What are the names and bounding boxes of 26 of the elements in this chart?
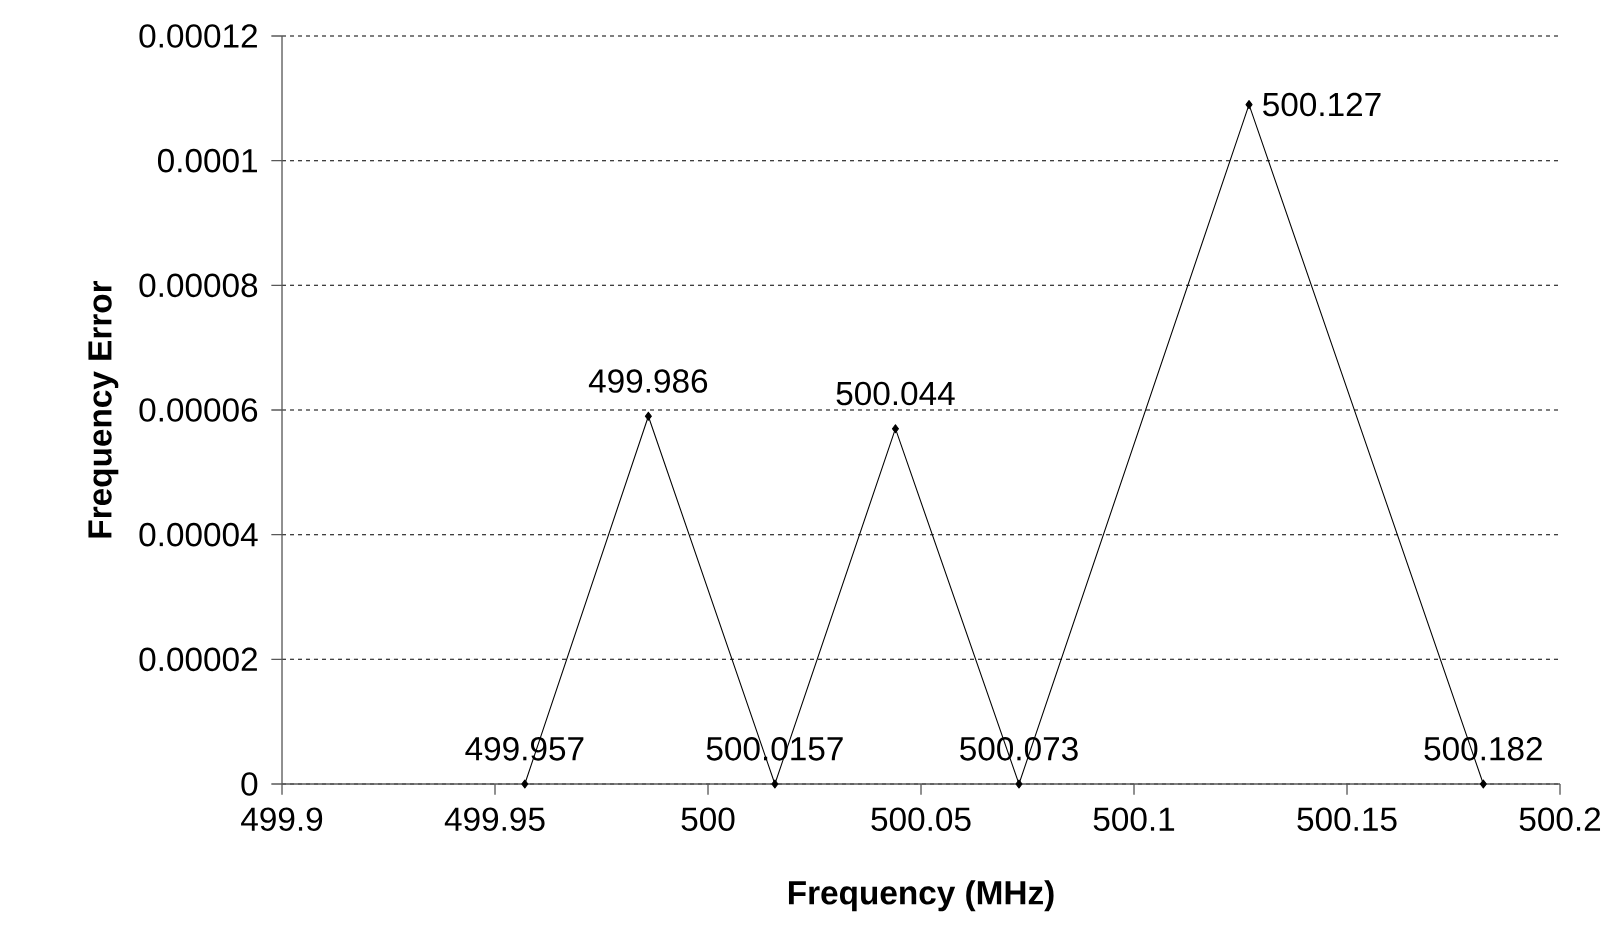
y-tick-label: 0: [241, 772, 258, 796]
y-tick-label: 0.00006: [139, 398, 258, 422]
y-tick-label: 0.00002: [139, 647, 257, 672]
y-tick-label: 0.00008: [139, 273, 258, 298]
annotation: 500.044: [836, 381, 955, 406]
x-tick-label: 500.2: [1519, 807, 1601, 831]
x-tick-label: 500: [681, 807, 735, 831]
annotation: 499.986: [588, 369, 708, 393]
y-tick-label: 0.00012: [139, 24, 257, 48]
point: [644, 411, 652, 421]
y-axis-title: Frequency Error: [88, 280, 119, 538]
point: [1015, 779, 1023, 789]
y-tick-label: 0.00004: [139, 522, 258, 547]
point: [1479, 779, 1487, 789]
x-tick-label: 500.05: [871, 807, 971, 831]
x-tick-label: 500.15: [1297, 807, 1397, 831]
x-tick-label: 499.95: [444, 807, 545, 831]
x-axis-title: Frequency (MHz): [788, 880, 1054, 912]
point: [771, 779, 779, 789]
x-tick-label: 499.9: [241, 807, 323, 831]
x-tick-label: 500.1: [1093, 807, 1175, 831]
y-tick-label: 0.0001: [157, 148, 257, 173]
point: [1245, 100, 1253, 110]
annotation: 500.127: [1263, 92, 1381, 117]
point: [891, 424, 899, 434]
point: [521, 779, 529, 789]
